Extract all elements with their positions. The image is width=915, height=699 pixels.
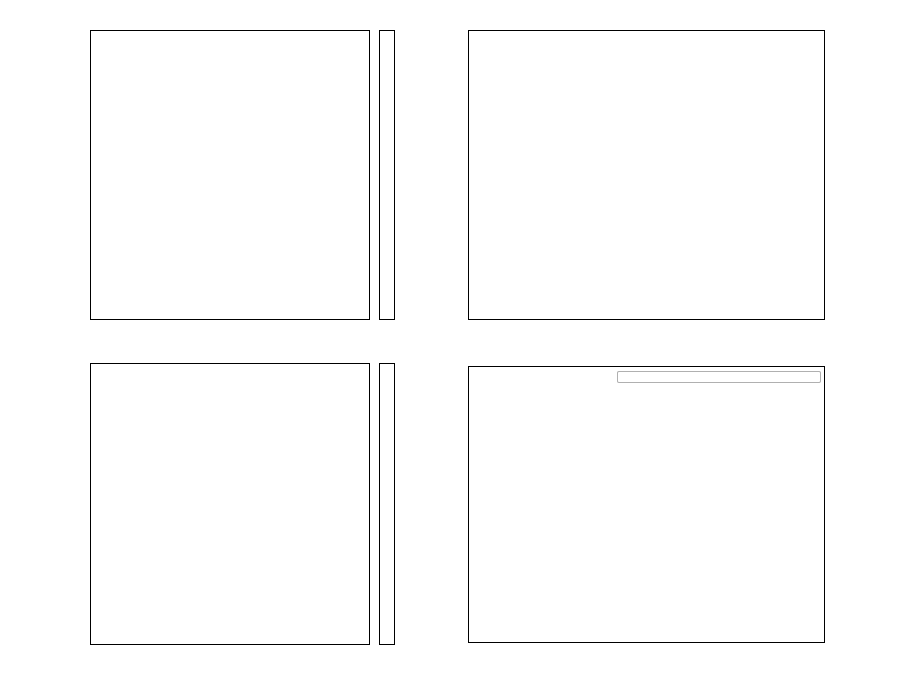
gleam-sky-image [90, 363, 370, 645]
filter-colorbar [379, 30, 395, 320]
filter-sky-image [90, 30, 370, 320]
histogram-plot-area [468, 366, 825, 643]
light-curve-plot-area [468, 30, 825, 320]
histogram-legend [617, 371, 821, 383]
gleam-colorbar [379, 363, 395, 645]
